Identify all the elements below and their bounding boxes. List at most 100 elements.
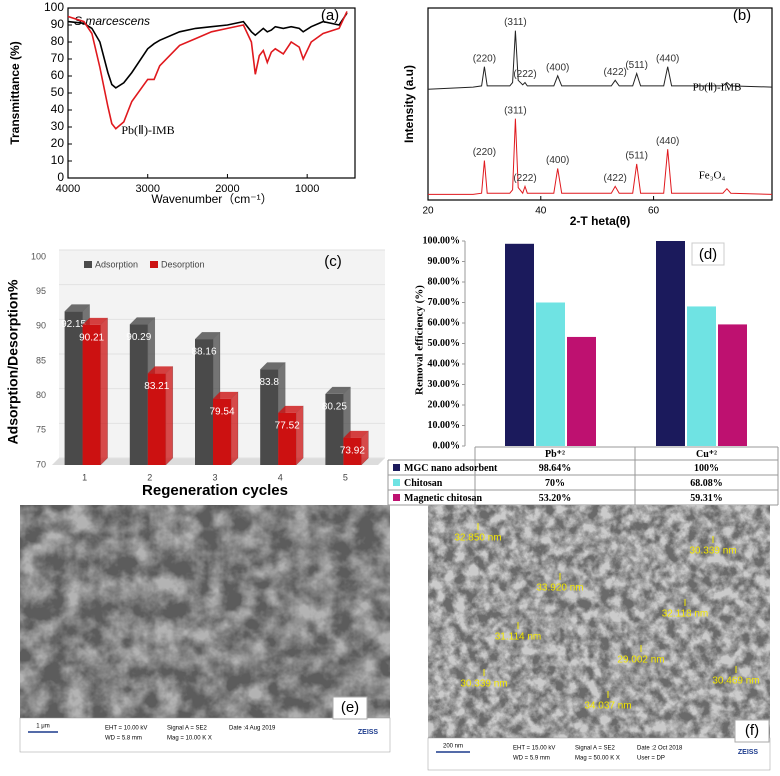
x-tick-label: 1 <box>82 472 87 482</box>
peak-label: (511) <box>625 150 648 161</box>
bar-top <box>64 304 90 312</box>
y-tick-label: 70.00% <box>428 297 461 308</box>
sem-image-texture <box>428 505 770 738</box>
panel-label-box <box>734 719 770 743</box>
x-tick-label: 2 <box>147 472 152 482</box>
legend-label: Chitosan <box>404 478 443 489</box>
measurement-label: 33.920 nm <box>536 583 583 594</box>
table-value: 100% <box>694 463 719 474</box>
x-tick-label: 3 <box>212 472 217 482</box>
measurement-label: 31.114 nm <box>495 632 542 643</box>
bar-top <box>147 366 173 374</box>
y-tick-label: 40.00% <box>428 358 461 369</box>
bar <box>567 336 596 446</box>
bar-side <box>230 391 239 466</box>
y-tick-label: 10 <box>51 153 65 167</box>
y-axis-label: Transmittance (%) <box>8 41 22 144</box>
y-tick-label: 100 <box>31 251 46 261</box>
y-tick-label: 75 <box>36 425 46 435</box>
y-tick-label: 80 <box>51 34 65 48</box>
sem-brand: ZEISS <box>358 729 379 736</box>
peak-label: (222) <box>513 173 536 184</box>
bar-side <box>295 405 304 466</box>
measurement-label: 30.469 nm <box>712 676 759 687</box>
measurement-label: 30.339 nm <box>460 679 507 690</box>
table-value: 59.31% <box>690 493 723 504</box>
measurement-label: 32.850 nm <box>454 533 501 544</box>
data-label: 92.15 <box>61 319 86 330</box>
x-tick-label: 60 <box>648 206 660 217</box>
y-tick-label: 85 <box>36 355 46 365</box>
y-tick-label: 60 <box>51 68 65 82</box>
y-tick-label: 20.00% <box>428 399 461 410</box>
data-label: 88.16 <box>191 347 216 358</box>
peak-label: (422) <box>604 67 627 78</box>
legend-swatch <box>150 261 158 268</box>
data-label: 90.29 <box>126 332 151 343</box>
panel-label: (d) <box>699 246 717 263</box>
y-tick-label: 70 <box>36 459 46 469</box>
legend-swatch <box>393 464 400 471</box>
legend-label: Magnetic chitosan <box>404 493 482 504</box>
bar-top <box>213 391 238 399</box>
bar-top <box>195 332 220 340</box>
peak-label: (440) <box>656 136 679 147</box>
panel-label-box <box>332 696 368 720</box>
bar <box>82 324 101 465</box>
scale-bar-label: 200 nm <box>443 744 463 750</box>
y-tick-label: 90 <box>51 17 65 31</box>
bar <box>213 398 231 465</box>
y-tick-label: 30 <box>51 119 65 133</box>
y-tick-label: 10.00% <box>428 420 461 431</box>
panel-label: (b) <box>733 7 751 24</box>
table-value: 98.64% <box>539 463 572 474</box>
y-tick-label: 95 <box>36 286 46 296</box>
sem-image-texture <box>20 505 390 718</box>
sem-info: Signal A = SE2 <box>167 726 208 732</box>
sem-info: Mag = 50.00 K X <box>575 756 620 762</box>
y-tick-label: 0.00% <box>433 440 461 451</box>
x-tick-label: 4 <box>278 472 283 482</box>
bar <box>505 243 534 446</box>
table-header: Pb⁺² <box>545 449 565 460</box>
data-label: 80.25 <box>322 402 347 413</box>
data-label: 73.92 <box>340 445 365 456</box>
y-tick-label: 100 <box>44 0 64 14</box>
series-label: Pb(Ⅱ)-IMB <box>693 82 742 94</box>
y-tick-label: 90 <box>36 321 46 331</box>
bar <box>147 373 166 465</box>
peak-label: (222) <box>513 69 536 80</box>
sem-info: Date :4 Aug 2019 <box>229 726 276 732</box>
panel-label: (e) <box>341 699 359 716</box>
measurement-label: 30.339 nm <box>689 546 736 557</box>
peak-label: (440) <box>656 53 679 64</box>
y-tick-label: 70 <box>51 51 65 65</box>
bar-top <box>260 362 286 370</box>
x-tick-label: 40 <box>535 206 547 217</box>
y-tick-label: 20 <box>51 136 65 150</box>
sem-brand: ZEISS <box>738 749 759 756</box>
measurement-label: 34.037 nm <box>584 701 631 712</box>
sem-info-bar <box>427 737 771 771</box>
y-tick-label: 60.00% <box>428 317 461 328</box>
sem-info: Mag = 10.00 K X <box>167 736 212 742</box>
bar <box>343 437 362 465</box>
y-tick-label: 30.00% <box>428 379 461 390</box>
panel-label: (c) <box>324 253 342 270</box>
series-line <box>427 30 773 90</box>
x-tick-label: 20 <box>422 206 434 217</box>
peak-label: (220) <box>473 147 496 158</box>
bar-top <box>82 317 108 325</box>
data-label: 83.8 <box>259 377 279 388</box>
sem-info-bar <box>19 717 391 753</box>
bar-top <box>278 405 304 413</box>
sem-info: WD = 5.8 mm <box>105 736 142 742</box>
bar <box>278 412 297 465</box>
sem-info: User = DP <box>637 756 665 762</box>
sem-info: EHT = 10.00 kV <box>105 726 147 732</box>
peak-label: (220) <box>473 53 496 64</box>
measurement-label: 29.002 nm <box>617 655 664 666</box>
y-axis-label: Adsorption/Desorption% <box>5 279 21 444</box>
plot-frame <box>427 7 773 201</box>
bar-top <box>343 430 369 438</box>
